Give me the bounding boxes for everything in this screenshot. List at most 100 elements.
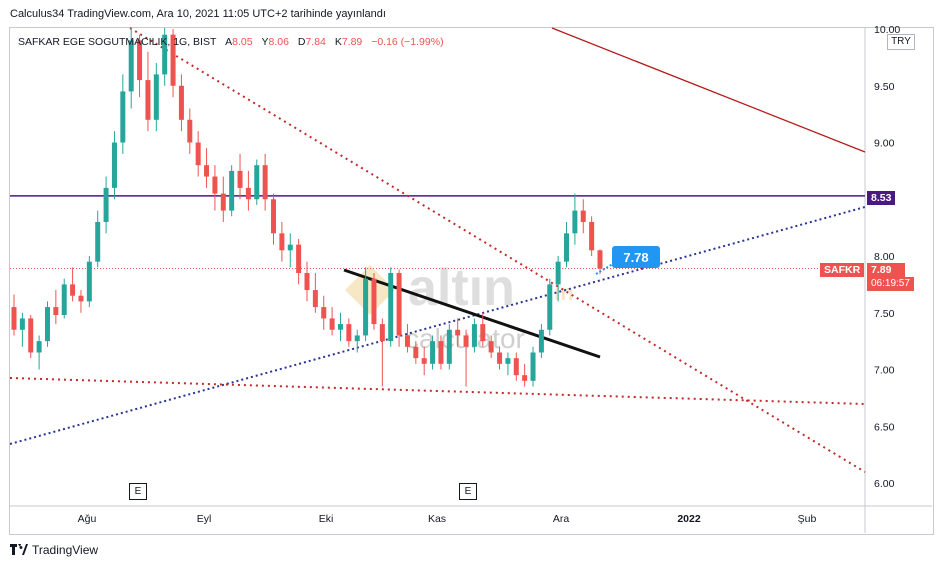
candle-body [287,244,293,251]
candle-body [111,142,117,188]
candle-body [162,34,168,75]
candle-body [254,165,260,200]
countdown-tag: 06:19:57 [867,277,914,291]
candle-body [145,80,151,120]
x-tick-label: Eki [319,513,334,525]
candle-body [28,318,34,353]
candle-body [388,273,394,342]
candle-body [44,307,50,342]
candle-body [19,318,25,330]
candle-body [103,187,109,222]
y-tick-label: 8.00 [874,251,895,263]
callout-box [612,246,660,268]
high-label: Y [261,36,269,48]
y-tick-label: 10.00 [874,24,900,36]
candle-body [421,358,427,364]
candle-body [229,170,235,211]
level-price-tag: 8.53 [867,191,896,205]
open-label: A [225,36,233,48]
close-label: K [334,36,342,48]
candle-body [572,210,578,234]
candle-body [413,346,419,359]
candle-body [471,324,477,347]
candle-body [564,233,570,262]
candle-body [463,335,469,347]
candle-body [346,324,352,342]
watermark-top-text: altın [408,259,515,317]
candle-body [120,91,126,143]
candle-body [321,307,327,319]
candle-body [404,335,410,347]
publisher-line: Calculus34 TradingView.com, Ara 10, 2021… [10,8,386,20]
candle-body [530,352,536,381]
candle-body [589,221,595,251]
candle-body [396,273,402,336]
candle-body [538,329,544,353]
candle-body [53,307,59,316]
candle-body [137,40,143,81]
chart-frame [9,27,934,535]
change-value: −0.16 (−1.99%) [371,36,444,48]
candle-body [480,324,486,342]
x-tick-label: Kas [428,513,446,525]
black-trendline [343,268,601,359]
red-dotted-down-trendline [129,27,866,473]
candle-body [363,278,369,336]
candle-body [95,221,101,262]
candle-body [379,324,385,342]
candle-body [505,358,511,364]
x-tick-label: Şub [798,513,817,525]
x-tick-label: Ara [553,513,570,525]
candle-body [488,341,494,353]
candle-body [354,335,360,342]
candle-body [522,375,528,381]
candle-body [86,261,92,302]
candle-body [597,250,603,269]
currency-chip[interactable]: TRY [887,34,915,50]
candle-body [212,176,218,194]
open-value: 8.05 [232,36,253,48]
candle-body [262,165,268,200]
candle-body [237,170,243,188]
candle-body [446,329,452,364]
y-tick-label: 6.00 [874,478,895,490]
ticker-tag: SAFKR [820,263,865,277]
candle-body [153,74,159,120]
candle-body [304,273,310,291]
candle-body [497,352,503,364]
candle-body [296,244,302,274]
tradingview-logo-icon [10,544,28,555]
candle-body [580,210,586,222]
earnings-event-marker[interactable]: E [129,483,147,500]
candle-body [70,284,76,296]
candle-body [61,284,67,316]
red-dotted-support-line [9,377,866,405]
candle-body [438,341,444,364]
low-label: D [297,36,306,48]
candle-body [11,307,17,330]
candle-body [170,34,176,86]
candle-body [220,193,226,211]
candle-body [337,324,343,330]
symbol-legend: SAFKAR EGE SOGUTMACILIK, 1G, BIST A8.05 … [18,36,444,48]
candle-body [455,329,461,336]
candle-body [204,165,210,177]
y-tick-label: 9.50 [874,81,895,93]
candle-body [178,85,184,120]
close-value: 7.89 [341,36,363,48]
candle-body [430,341,436,364]
y-tick-label: 7.00 [874,365,895,377]
x-tick-label: Eyl [197,513,212,525]
candle-body [195,142,201,166]
candle-body [371,278,377,325]
earnings-event-marker[interactable]: E [459,483,477,500]
candle-body [187,119,193,143]
watermark-diamond [345,265,395,315]
high-value: 8.06 [268,36,289,48]
callout-value: 7.78 [623,250,648,265]
footer-brand-label: TradingView [32,543,99,557]
footer-brand[interactable]: TradingView [10,543,98,557]
candle-body [128,40,134,92]
y-tick-label: 6.50 [874,421,895,433]
